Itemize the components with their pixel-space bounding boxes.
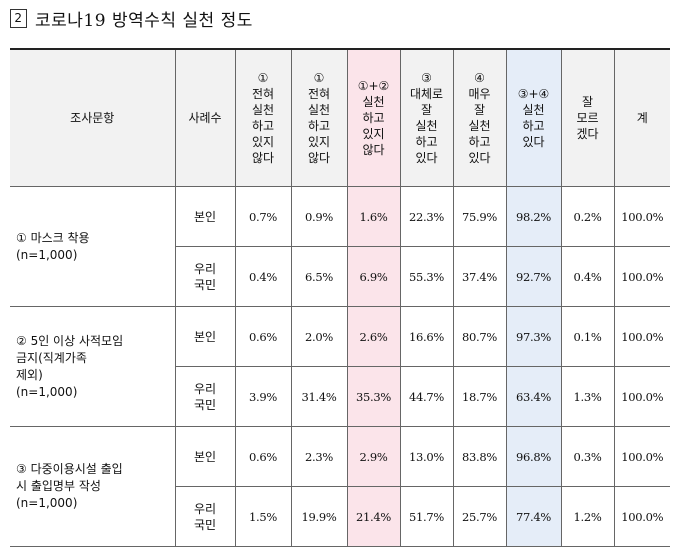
- section-title: 2 코로나19 방역수칙 실천 정도: [10, 4, 253, 32]
- header-row: 조사문항 사례수 ① 전혀 실천 하고 있지 않다 ① 전혀 실천 하고 있지 …: [10, 48, 670, 187]
- value-cell: 98.2%: [505, 186, 562, 247]
- value-cell: 100.0%: [613, 366, 670, 427]
- value-cell: 100.0%: [613, 486, 670, 547]
- value-cell: 22.3%: [399, 186, 454, 247]
- value-cell: 3.9%: [234, 366, 292, 427]
- table-row: ② 5인 이상 사적모임 금지(직계가족 제외) (n=1,000) 본인 0.…: [10, 306, 670, 427]
- value-cell: 13.0%: [399, 426, 454, 487]
- respondent-label: 본인: [174, 426, 236, 487]
- value-cell: 97.3%: [505, 306, 562, 367]
- value-cell: 0.7%: [234, 186, 292, 247]
- header-not-really: ① 전혀 실천 하고 있지 않다: [290, 48, 348, 187]
- value-cell: 2.6%: [346, 306, 401, 367]
- header-total: 계: [613, 48, 670, 187]
- value-cell: 1.5%: [234, 486, 292, 547]
- value-cell: 37.4%: [452, 246, 507, 307]
- value-cell: 6.5%: [290, 246, 348, 307]
- value-cell: 19.9%: [290, 486, 348, 547]
- value-cell: 0.4%: [560, 246, 615, 307]
- value-cell: 2.3%: [290, 426, 348, 487]
- table-row: 우리 국민 1.5% 19.9% 21.4% 51.7% 25.7% 77.4%…: [10, 486, 670, 547]
- item-cell: ② 5인 이상 사적모임 금지(직계가족 제외) (n=1,000): [10, 306, 176, 427]
- header-mostly-well: ③ 대체로 잘 실천 하고 있다: [399, 48, 454, 187]
- value-cell: 1.3%: [560, 366, 615, 427]
- value-cell: 75.9%: [452, 186, 507, 247]
- value-cell: 6.9%: [346, 246, 401, 307]
- item-cell: ③ 다중이용시설 출입 시 출입명부 작성 (n=1,000): [10, 426, 176, 547]
- value-cell: 0.6%: [234, 426, 292, 487]
- table-row: 우리 국민 3.9% 31.4% 35.3% 44.7% 18.7% 63.4%…: [10, 366, 670, 427]
- value-cell: 0.6%: [234, 306, 292, 367]
- value-cell: 31.4%: [290, 366, 348, 427]
- value-cell: 1.2%: [560, 486, 615, 547]
- respondent-label: 우리 국민: [175, 366, 236, 427]
- value-cell: 18.7%: [452, 366, 507, 427]
- item-name: ② 5인 이상 사적모임 금지(직계가족 제외): [16, 333, 124, 382]
- value-cell: 2.9%: [346, 426, 401, 487]
- value-cell: 83.8%: [452, 426, 507, 487]
- header-very-well: ④ 매우 잘 실천 하고 있다: [452, 48, 507, 187]
- header-not-at-all: ① 전혀 실천 하고 있지 않다: [234, 48, 292, 187]
- value-cell: 100.0%: [613, 186, 670, 247]
- respondent-label: 우리 국민: [175, 486, 236, 547]
- value-cell: 25.7%: [452, 486, 507, 547]
- value-cell: 63.4%: [505, 366, 562, 427]
- value-cell: 51.7%: [399, 486, 454, 547]
- respondent-label: 본인: [174, 306, 236, 367]
- header-practicing-sum: ③+④ 실천 하고 있다: [505, 48, 562, 187]
- header-item: 조사문항: [10, 48, 176, 187]
- respondent-label: 우리 국민: [175, 246, 236, 307]
- value-cell: 0.3%: [560, 426, 615, 487]
- header-respondent: 사례수: [174, 48, 236, 187]
- section-number: 2: [10, 8, 27, 28]
- value-cell: 21.4%: [346, 486, 401, 547]
- value-cell: 92.7%: [505, 246, 562, 307]
- value-cell: 1.6%: [346, 186, 401, 247]
- item-name: ③ 다중이용시설 출입 시 출입명부 작성: [16, 462, 123, 493]
- table-row: ③ 다중이용시설 출입 시 출입명부 작성 (n=1,000) 본인 0.6% …: [10, 426, 670, 547]
- table-row: 우리 국민 0.4% 6.5% 6.9% 55.3% 37.4% 92.7% 0…: [10, 246, 670, 307]
- value-cell: 77.4%: [505, 486, 562, 547]
- value-cell: 0.1%: [560, 306, 615, 367]
- survey-table: 조사문항 사례수 ① 전혀 실천 하고 있지 않다 ① 전혀 실천 하고 있지 …: [10, 48, 670, 547]
- item-sample-size: (n=1,000): [16, 384, 78, 399]
- value-cell: 0.4%: [234, 246, 292, 307]
- value-cell: 100.0%: [613, 246, 670, 307]
- header-not-practicing-sum: ①+② 실천 하고 있지 않다: [346, 48, 401, 187]
- value-cell: 44.7%: [399, 366, 454, 427]
- value-cell: 100.0%: [613, 306, 670, 367]
- item-name: ① 마스크 착용: [16, 230, 90, 245]
- value-cell: 16.6%: [399, 306, 454, 367]
- value-cell: 2.0%: [290, 306, 348, 367]
- value-cell: 35.3%: [346, 366, 401, 427]
- value-cell: 100.0%: [613, 426, 670, 487]
- item-cell: ① 마스크 착용 (n=1,000): [10, 186, 176, 307]
- table-row: ① 마스크 착용 (n=1,000) 본인 0.7% 0.9% 1.6% 22.…: [10, 186, 670, 307]
- value-cell: 96.8%: [505, 426, 562, 487]
- section-title-text: 코로나19 방역수칙 실천 정도: [35, 10, 253, 31]
- item-sample-size: (n=1,000): [16, 247, 78, 262]
- value-cell: 55.3%: [399, 246, 454, 307]
- header-dont-know: 잘 모르 겠다: [560, 48, 615, 187]
- respondent-label: 본인: [174, 186, 236, 247]
- value-cell: 0.9%: [290, 186, 348, 247]
- item-sample-size: (n=1,000): [16, 496, 78, 510]
- value-cell: 80.7%: [452, 306, 507, 367]
- value-cell: 0.2%: [560, 186, 615, 247]
